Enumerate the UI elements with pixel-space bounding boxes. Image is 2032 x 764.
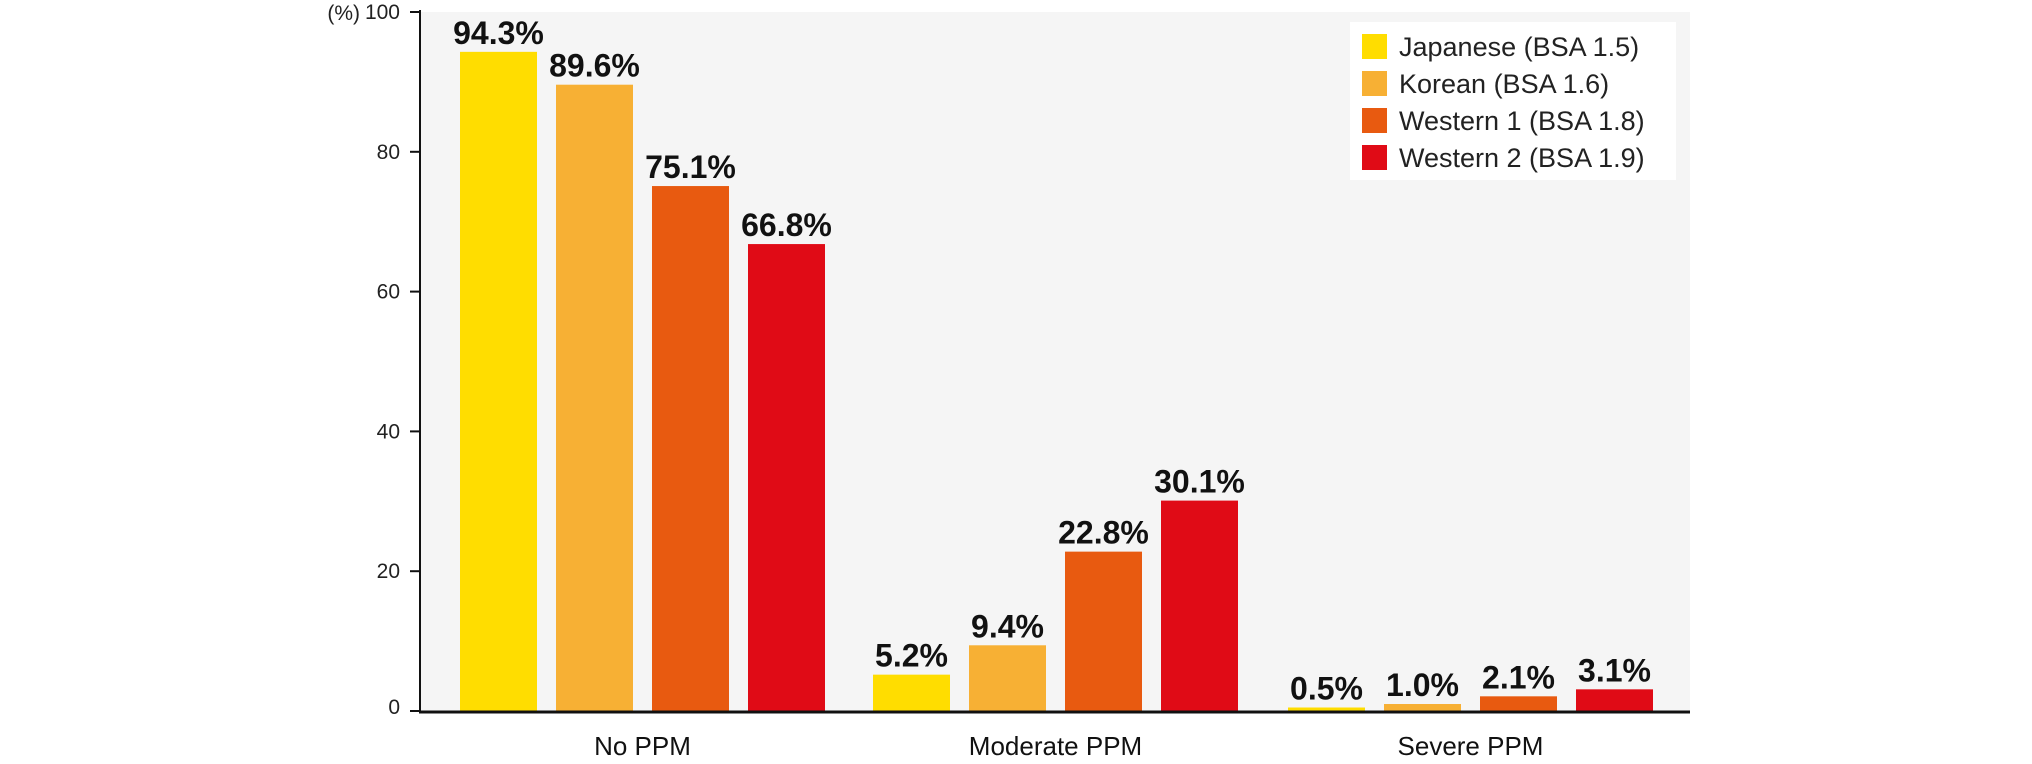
y-tick-label: 80 bbox=[377, 141, 400, 164]
bar bbox=[1065, 551, 1142, 711]
legend-swatch bbox=[1362, 145, 1387, 170]
data-label: 22.8% bbox=[1058, 515, 1149, 551]
y-tick-label: 0 bbox=[388, 696, 400, 719]
legend-label: Korean (BSA 1.6) bbox=[1399, 69, 1609, 99]
y-tick-label: 20 bbox=[377, 560, 400, 583]
data-label: 66.8% bbox=[741, 207, 832, 243]
legend-swatch bbox=[1362, 108, 1387, 133]
bar bbox=[556, 84, 633, 712]
bar bbox=[873, 674, 950, 711]
data-label: 1.0% bbox=[1386, 667, 1459, 703]
legend-swatch bbox=[1362, 34, 1387, 59]
data-label: 0.5% bbox=[1290, 671, 1363, 707]
legend-label: Western 1 (BSA 1.8) bbox=[1399, 106, 1645, 136]
bar bbox=[652, 186, 729, 711]
data-label: 3.1% bbox=[1578, 652, 1651, 688]
y-tick-label: 40 bbox=[377, 420, 400, 443]
data-label: 94.3% bbox=[453, 15, 544, 51]
bar bbox=[1384, 704, 1461, 711]
bar bbox=[460, 51, 537, 711]
bar bbox=[1161, 500, 1238, 711]
data-label: 9.4% bbox=[971, 608, 1044, 644]
legend-swatch bbox=[1362, 71, 1387, 96]
y-tick-label: 60 bbox=[377, 281, 400, 304]
legend-label: Japanese (BSA 1.5) bbox=[1399, 32, 1639, 62]
category-label: No PPM bbox=[594, 731, 691, 759]
legend-background bbox=[1350, 22, 1676, 180]
category-label: Moderate PPM bbox=[969, 731, 1142, 759]
bar bbox=[1576, 689, 1653, 711]
bar bbox=[1288, 707, 1365, 711]
bar bbox=[748, 244, 825, 711]
data-label: 75.1% bbox=[645, 149, 736, 185]
data-label: 89.6% bbox=[549, 48, 640, 84]
bar bbox=[1480, 696, 1557, 711]
legend-label: Western 2 (BSA 1.9) bbox=[1399, 143, 1645, 173]
category-label: Severe PPM bbox=[1398, 731, 1544, 759]
data-label: 5.2% bbox=[875, 638, 948, 674]
data-label: 2.1% bbox=[1482, 659, 1555, 695]
bar bbox=[969, 645, 1046, 711]
data-label: 30.1% bbox=[1154, 464, 1245, 500]
y-unit-label: (%) bbox=[327, 2, 360, 25]
legend: Japanese (BSA 1.5) Korean (BSA 1.6) Wester… bbox=[1350, 22, 1676, 180]
y-tick-label: 100 bbox=[365, 1, 400, 24]
